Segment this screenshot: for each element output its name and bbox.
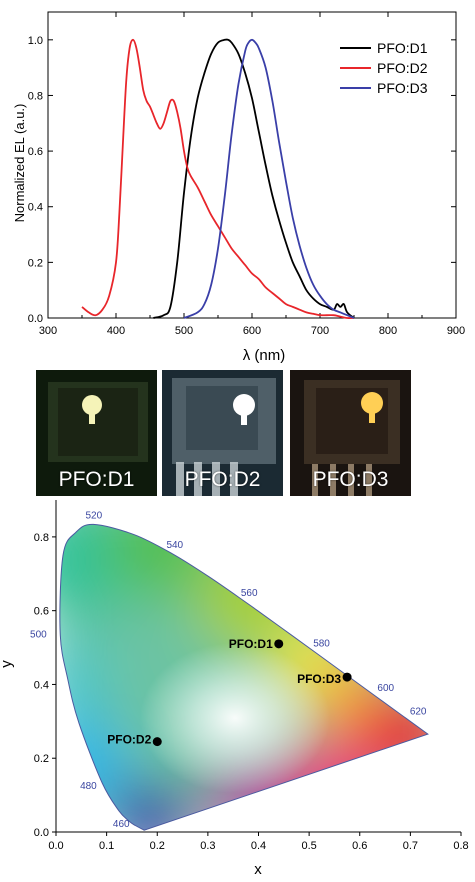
device-photo-d2: PFO:D2 xyxy=(162,370,283,496)
el-x-tick-label: 500 xyxy=(175,325,193,337)
cie-x-tick-label: 0.4 xyxy=(251,840,266,852)
el-plot-frame xyxy=(47,11,457,319)
cie-x-tick-label: 0.7 xyxy=(403,840,418,852)
legend-label-d1: PFO:D1 xyxy=(377,40,428,56)
cie-y-tick-label: 0.8 xyxy=(34,532,49,544)
el-y-tick-label: 0.6 xyxy=(28,146,43,158)
device-photo-d1: PFO:D1 xyxy=(36,370,157,496)
device-photo-image xyxy=(290,370,411,496)
legend: PFO:D1 PFO:D2 PFO:D3 xyxy=(340,40,428,96)
cie-point-label: PFO:D2 xyxy=(107,733,151,747)
cie-y-tick-label: 0.0 xyxy=(34,827,49,839)
el-spectrum-chart: 300 400 500 600 700 800 9000.00.20.40.60.81.0 … xyxy=(12,11,465,364)
series-line-pfo-d3 xyxy=(183,38,355,319)
cie-point-label: PFO:D1 xyxy=(229,637,273,651)
cie-x-tick-label: 0.2 xyxy=(150,840,165,852)
cie-point-marker xyxy=(342,672,352,682)
device-photo-label: PFO:D2 xyxy=(184,468,261,491)
wavelength-label: 460 xyxy=(113,819,130,830)
el-y-tick-label: 1.0 xyxy=(28,35,43,47)
el-x-tick-label: 600 xyxy=(243,325,261,337)
wavelength-label: 560 xyxy=(241,588,258,599)
cie-y-tick-label: 0.6 xyxy=(34,606,49,618)
device-photo-image xyxy=(36,370,157,496)
cie-point-marker xyxy=(274,639,284,649)
legend-label-d3: PFO:D3 xyxy=(377,80,428,96)
wavelength-label: 500 xyxy=(30,630,47,641)
cie-x-tick-label: 0.3 xyxy=(200,840,215,852)
cie-y-tick-label: 0.2 xyxy=(34,753,49,765)
el-x-axis-title: λ (nm) xyxy=(243,347,286,364)
el-x-tick-label: 700 xyxy=(311,325,329,337)
wavelength-label: 600 xyxy=(377,683,394,694)
el-x-tick-label: 800 xyxy=(379,325,397,337)
cie-y-tick-label: 0.4 xyxy=(34,679,49,691)
el-x-tick-label: 300 xyxy=(39,325,57,337)
cie-x-tick-label: 0.0 xyxy=(48,840,63,852)
cie-y-axis-title: y xyxy=(0,660,15,668)
spectral-locus-outline xyxy=(59,523,429,831)
device-photo-image xyxy=(162,370,283,496)
cie-x-tick-label: 0.5 xyxy=(301,840,316,852)
wavelength-label: 520 xyxy=(85,510,102,521)
cie-color-gamut xyxy=(59,524,428,831)
el-y-tick-label: 0.2 xyxy=(28,257,43,269)
cie-x-tick-label: 0.6 xyxy=(352,840,367,852)
legend-label-d2: PFO:D2 xyxy=(377,60,428,76)
device-photo-label: PFO:D3 xyxy=(312,468,389,491)
el-x-tick-label: 400 xyxy=(107,325,125,337)
wavelength-label: 620 xyxy=(410,706,427,717)
device-photo-d3: PFO:D3 xyxy=(290,370,411,496)
wavelength-label: 580 xyxy=(313,638,330,649)
el-y-tick-label: 0.0 xyxy=(28,313,43,325)
cie-x-tick-label: 0.1 xyxy=(99,840,114,852)
cie-x-axis-title: x xyxy=(254,861,262,878)
series-line-pfo-d2 xyxy=(81,38,355,319)
el-y-axis-title: Normalized EL (a.u.) xyxy=(12,104,27,223)
wavelength-label: 480 xyxy=(80,781,97,792)
cie-point-label: PFO:D3 xyxy=(297,672,341,686)
el-y-tick-label: 0.4 xyxy=(28,202,43,214)
cie-x-tick-label: 0.8 xyxy=(453,840,468,852)
el-x-tick-label: 900 xyxy=(447,325,465,337)
series-line-pfo-d1 xyxy=(153,38,355,319)
cie-chromaticity-chart: 0.0 0.1 0.2 0.3 0.4 0.5 0.6 0.7 0.8 0.0 0.2 0.4 0.6 0… xyxy=(0,500,469,878)
cie-point-marker xyxy=(152,737,162,747)
wavelength-label: 540 xyxy=(166,540,183,551)
el-y-tick-label: 0.8 xyxy=(28,90,43,102)
device-photo-label: PFO:D1 xyxy=(58,468,135,491)
